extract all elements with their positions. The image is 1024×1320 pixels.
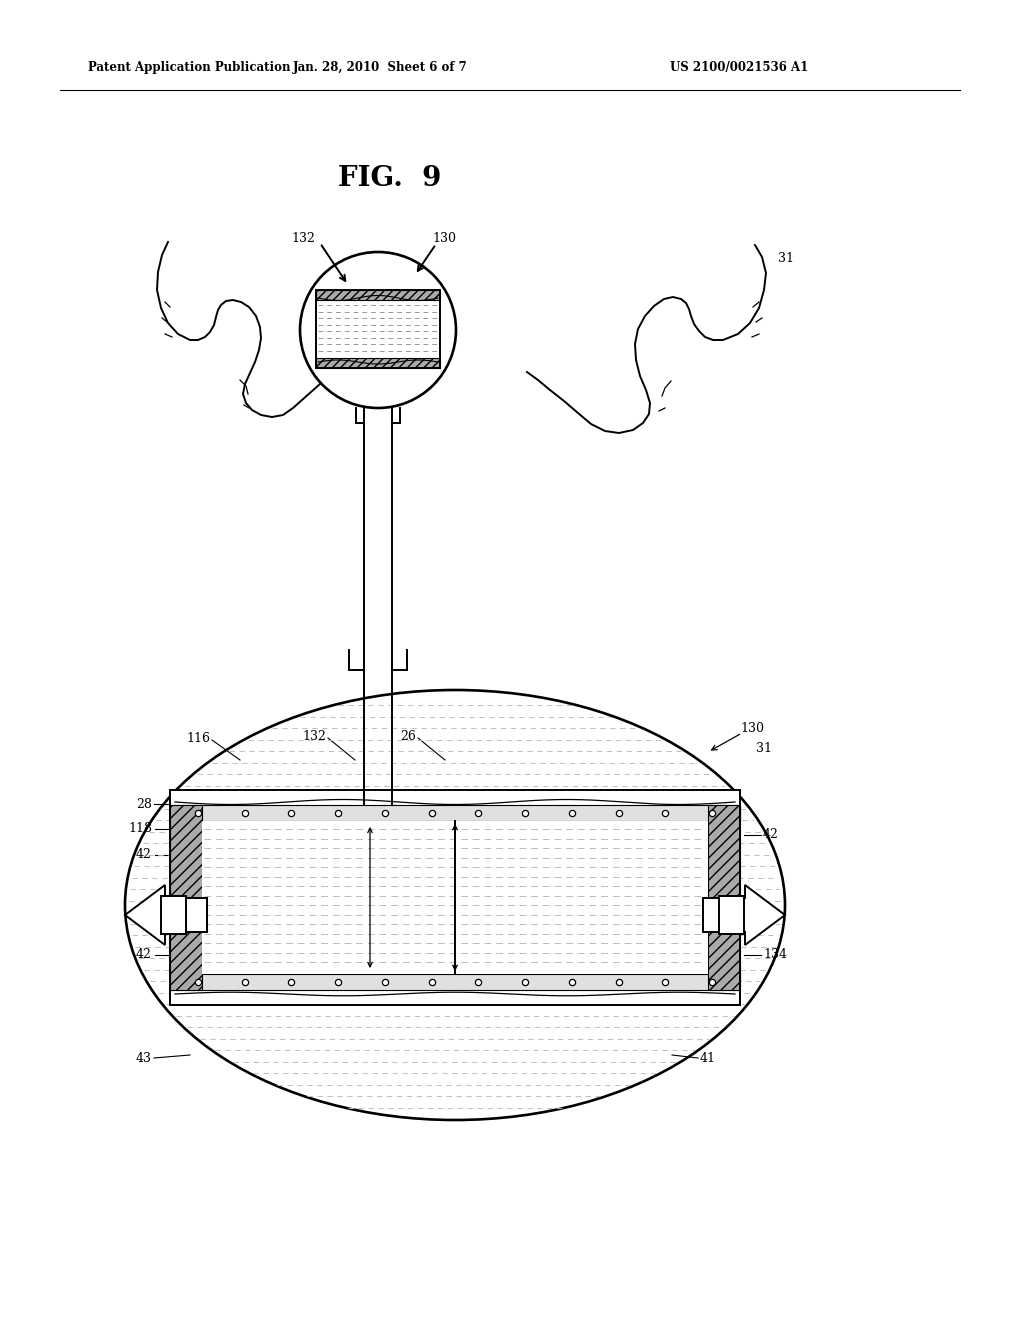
Circle shape: [300, 252, 456, 408]
Text: Jan. 28, 2010  Sheet 6 of 7: Jan. 28, 2010 Sheet 6 of 7: [293, 62, 467, 74]
Bar: [170, 789, 740, 1005]
Polygon shape: [703, 884, 785, 945]
Bar: [316, 358, 440, 368]
Bar: [165, 898, 207, 932]
Bar: [719, 896, 744, 935]
Text: US 2100/0021536 A1: US 2100/0021536 A1: [670, 62, 808, 74]
Text: 130: 130: [432, 231, 456, 244]
Text: D: D: [550, 911, 560, 924]
Polygon shape: [125, 884, 207, 945]
Bar: [708, 805, 740, 990]
Text: 132: 132: [291, 231, 315, 244]
Bar: [161, 896, 186, 935]
Text: 42: 42: [763, 829, 779, 842]
Text: D2: D2: [342, 911, 360, 924]
Ellipse shape: [125, 690, 785, 1119]
Bar: [170, 974, 740, 990]
Bar: [316, 290, 440, 368]
Bar: [170, 805, 740, 821]
Text: FIG.  9: FIG. 9: [338, 165, 441, 191]
Bar: [170, 789, 740, 1005]
Text: 28: 28: [136, 797, 152, 810]
Text: 31: 31: [778, 252, 794, 264]
Text: 42: 42: [136, 949, 152, 961]
Text: 41: 41: [700, 1052, 716, 1064]
Text: 130: 130: [740, 722, 764, 734]
Bar: [202, 821, 708, 974]
Bar: [703, 898, 745, 932]
Bar: [316, 290, 440, 300]
Text: 43: 43: [136, 1052, 152, 1064]
Text: 134: 134: [763, 949, 787, 961]
Bar: [316, 300, 440, 358]
Text: 26: 26: [400, 730, 416, 742]
Text: 116: 116: [186, 731, 210, 744]
Text: 132: 132: [302, 730, 326, 742]
Text: Patent Application Publication: Patent Application Publication: [88, 62, 291, 74]
Text: 42: 42: [136, 849, 152, 862]
Text: 31: 31: [756, 742, 772, 755]
Bar: [170, 805, 202, 990]
Text: 121: 121: [449, 916, 472, 929]
Text: 118: 118: [128, 821, 152, 834]
